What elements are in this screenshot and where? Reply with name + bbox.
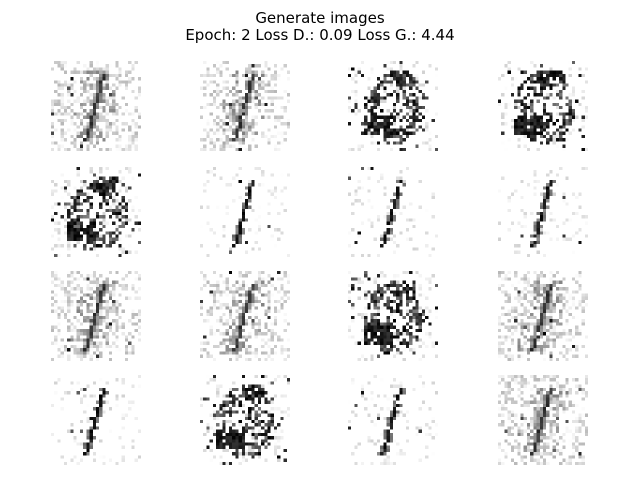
- generated-sample-r1-c2: [348, 167, 438, 257]
- figure-title: Generate images: [255, 9, 385, 27]
- generated-sample-r1-c1: [200, 167, 290, 257]
- generated-sample-r2-c0: [51, 271, 141, 361]
- generated-sample-r2-c3: [498, 271, 588, 361]
- generated-sample-r3-c2: [348, 375, 438, 465]
- generated-sample-r0-c3: [498, 61, 588, 151]
- generated-sample-r2-c1: [200, 271, 290, 361]
- generated-sample-r3-c1: [200, 375, 290, 465]
- generated-sample-r3-c0: [51, 375, 141, 465]
- generated-sample-r0-c0: [51, 61, 141, 151]
- generated-sample-r0-c1: [200, 61, 290, 151]
- generated-sample-r1-c3: [498, 167, 588, 257]
- figure-subtitle: Epoch: 2 Loss D.: 0.09 Loss G.: 4.44: [185, 26, 455, 44]
- generated-sample-r1-c0: [51, 167, 141, 257]
- generated-sample-r2-c2: [348, 271, 438, 361]
- generated-sample-r0-c2: [348, 61, 438, 151]
- generated-sample-r3-c3: [498, 375, 588, 465]
